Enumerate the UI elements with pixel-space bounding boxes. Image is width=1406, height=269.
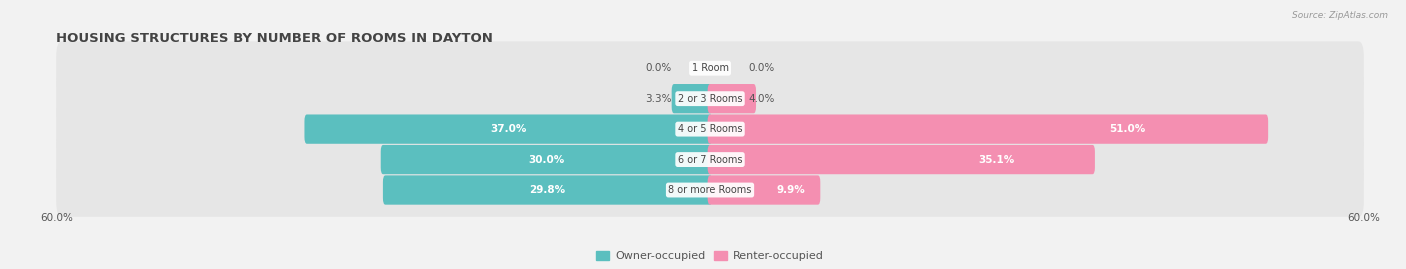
Text: 37.0%: 37.0% [491,124,527,134]
Text: 1 Room: 1 Room [692,63,728,73]
FancyBboxPatch shape [707,175,820,205]
Text: 9.9%: 9.9% [776,185,806,195]
Text: 3.3%: 3.3% [645,94,672,104]
Text: 2 or 3 Rooms: 2 or 3 Rooms [678,94,742,104]
FancyBboxPatch shape [381,145,713,174]
Text: 35.1%: 35.1% [979,155,1015,165]
Legend: Owner-occupied, Renter-occupied: Owner-occupied, Renter-occupied [592,246,828,266]
Text: 0.0%: 0.0% [645,63,672,73]
Text: 29.8%: 29.8% [530,185,565,195]
Text: 4 or 5 Rooms: 4 or 5 Rooms [678,124,742,134]
Text: 8 or more Rooms: 8 or more Rooms [668,185,752,195]
FancyBboxPatch shape [305,115,713,144]
FancyBboxPatch shape [56,102,1364,156]
Text: 30.0%: 30.0% [529,155,565,165]
FancyBboxPatch shape [56,133,1364,186]
FancyBboxPatch shape [672,84,713,113]
Text: HOUSING STRUCTURES BY NUMBER OF ROOMS IN DAYTON: HOUSING STRUCTURES BY NUMBER OF ROOMS IN… [56,32,494,45]
FancyBboxPatch shape [707,115,1268,144]
FancyBboxPatch shape [382,175,713,205]
Text: 6 or 7 Rooms: 6 or 7 Rooms [678,155,742,165]
Text: Source: ZipAtlas.com: Source: ZipAtlas.com [1292,11,1388,20]
Text: 51.0%: 51.0% [1109,124,1144,134]
FancyBboxPatch shape [707,145,1095,174]
FancyBboxPatch shape [56,41,1364,95]
Text: 4.0%: 4.0% [748,94,775,104]
FancyBboxPatch shape [56,163,1364,217]
FancyBboxPatch shape [707,84,756,113]
Text: 0.0%: 0.0% [748,63,775,73]
FancyBboxPatch shape [56,72,1364,125]
